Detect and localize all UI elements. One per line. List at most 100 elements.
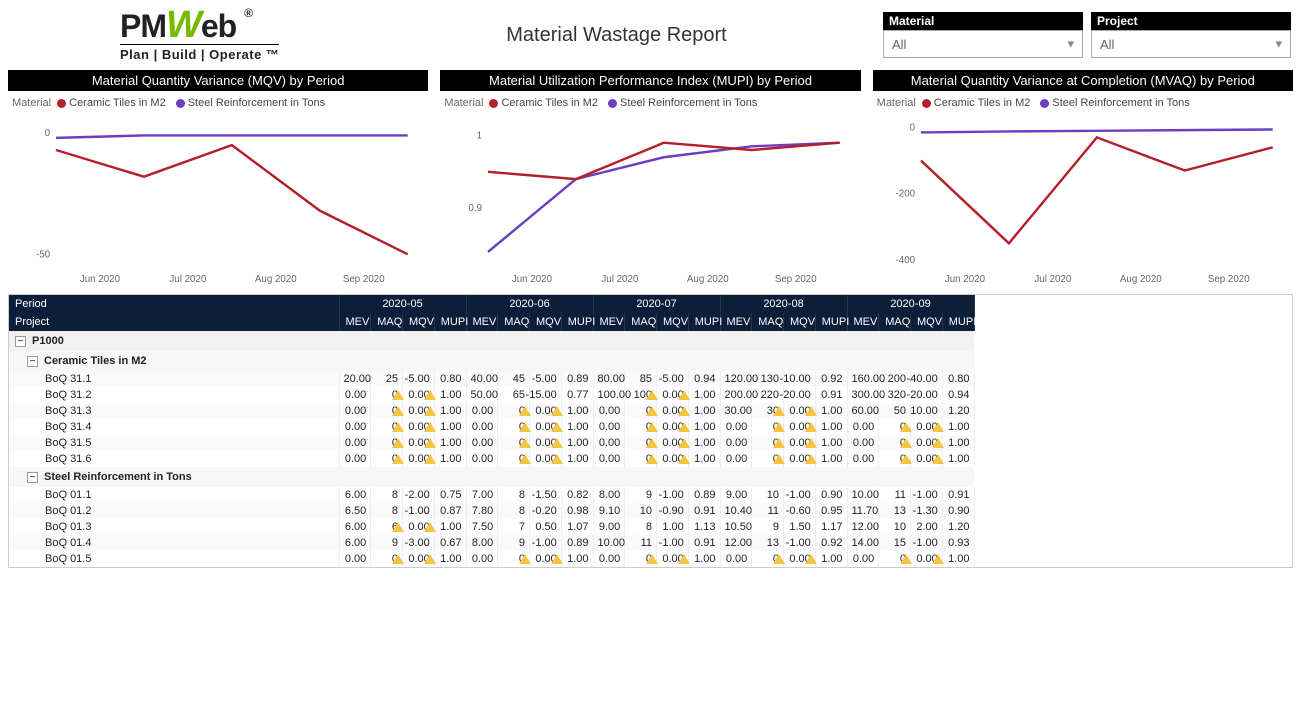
- metric-header: MAQ: [371, 313, 403, 331]
- triangle-icon: [678, 390, 690, 400]
- cell-mqv: -5.00: [530, 371, 562, 387]
- svg-text:-400: -400: [895, 255, 915, 266]
- cell-mupi: 1.00: [434, 387, 466, 403]
- triangle-icon: [773, 438, 785, 448]
- triangle-icon: [551, 454, 563, 464]
- group-row[interactable]: −P1000: [9, 331, 974, 351]
- filter-material-value: All: [892, 37, 906, 52]
- cell-mqv: 0.50: [530, 519, 562, 535]
- metric-header: MAQ: [625, 313, 657, 331]
- metric-header: MUPI: [434, 313, 466, 331]
- cell-mev: 160.00: [847, 371, 879, 387]
- legend-title: Material: [877, 97, 916, 109]
- subgroup-row[interactable]: −Ceramic Tiles in M2: [9, 351, 974, 371]
- cell-mqv: -1.00: [784, 487, 816, 503]
- cell-maq: 11: [879, 487, 911, 503]
- row-label: BoQ 01.2: [9, 503, 339, 519]
- triangle-icon: [519, 422, 531, 432]
- cell-mupi: 1.00: [561, 551, 593, 567]
- triangle-icon: [424, 522, 436, 532]
- cell-mev: 50.00: [466, 387, 498, 403]
- collapse-icon[interactable]: −: [27, 356, 38, 367]
- project-header: Project: [9, 313, 339, 331]
- charts-row: Material Quantity Variance (MQV) by Peri…: [0, 66, 1301, 294]
- triangle-icon: [392, 554, 404, 564]
- metric-header: MUPI: [942, 313, 974, 331]
- cell-mupi: 1.00: [688, 419, 720, 435]
- triangle-icon: [646, 454, 658, 464]
- period-col-header: 2020-05: [339, 295, 466, 313]
- triangle-icon: [424, 422, 436, 432]
- cell-mupi: 1.00: [942, 451, 974, 467]
- cell-mupi: 1.00: [434, 435, 466, 451]
- subgroup-row[interactable]: −Steel Reinforcement in Tons: [9, 467, 974, 487]
- cell-mev: 0.00: [720, 419, 752, 435]
- triangle-icon: [519, 554, 531, 564]
- cell-mev: 0.00: [339, 451, 371, 467]
- collapse-icon[interactable]: −: [27, 472, 38, 483]
- cell-mupi: 1.00: [815, 451, 847, 467]
- cell-mqv: -15.00: [530, 387, 562, 403]
- cell-mupi: 0.90: [815, 487, 847, 503]
- svg-text:Sep 2020: Sep 2020: [1208, 274, 1250, 285]
- cell-mqv: -10.00: [784, 371, 816, 387]
- cell-mev: 100.00: [593, 387, 625, 403]
- triangle-icon: [805, 422, 817, 432]
- row-label: BoQ 31.5: [9, 435, 339, 451]
- legend-title: Material: [444, 97, 483, 109]
- triangle-icon: [392, 406, 404, 416]
- cell-mqv: 1.50: [784, 519, 816, 535]
- triangle-icon: [519, 438, 531, 448]
- chart-body: 0-200-400Jun 2020Jul 2020Aug 2020Sep 202…: [873, 111, 1293, 286]
- logo-text-w: W: [166, 4, 201, 46]
- triangle-icon: [932, 438, 944, 448]
- cell-mqv: -40.00: [911, 371, 943, 387]
- cell-mev: 0.00: [339, 419, 371, 435]
- cell-mupi: 1.00: [434, 419, 466, 435]
- filter-project-select[interactable]: All ▾: [1091, 30, 1291, 58]
- cell-mupi: 0.91: [688, 503, 720, 519]
- metric-header: MEV: [847, 313, 879, 331]
- cell-mqv: -0.60: [784, 503, 816, 519]
- legend-title: Material: [12, 97, 51, 109]
- chart-legend: Material Ceramic Tiles in M2Steel Reinfo…: [8, 91, 428, 111]
- cell-mev: 11.70: [847, 503, 879, 519]
- row-label: BoQ 31.3: [9, 403, 339, 419]
- metric-header: MQV: [657, 313, 689, 331]
- triangle-icon: [392, 390, 404, 400]
- cell-mev: 60.00: [847, 403, 879, 419]
- filter-project-label: Project: [1091, 12, 1291, 30]
- cell-mupi: 1.00: [434, 403, 466, 419]
- cell-mupi: 1.00: [561, 419, 593, 435]
- cell-mev: 7.00: [466, 487, 498, 503]
- cell-mev: 0.00: [339, 435, 371, 451]
- cell-maq: 50: [879, 403, 911, 419]
- cell-mev: 200.00: [720, 387, 752, 403]
- cell-mupi: 0.77: [561, 387, 593, 403]
- cell-mupi: 0.87: [434, 503, 466, 519]
- svg-text:-200: -200: [895, 189, 915, 200]
- cell-mev: 14.00: [847, 535, 879, 551]
- filter-material-select[interactable]: All ▾: [883, 30, 1083, 58]
- filter-project-value: All: [1100, 37, 1114, 52]
- row-label: BoQ 31.6: [9, 451, 339, 467]
- svg-text:Jul 2020: Jul 2020: [602, 274, 639, 285]
- triangle-icon: [646, 554, 658, 564]
- cell-mupi: 0.94: [942, 387, 974, 403]
- filter-material: Material All ▾: [883, 12, 1083, 58]
- cell-mupi: 1.00: [688, 387, 720, 403]
- cell-mqv: -1.50: [530, 487, 562, 503]
- cell-maq: 11: [752, 503, 784, 519]
- chart-body: 10.9Jun 2020Jul 2020Aug 2020Sep 2020: [440, 111, 860, 286]
- triangle-icon: [805, 554, 817, 564]
- cell-maq: 10: [752, 487, 784, 503]
- cell-mupi: 1.00: [688, 435, 720, 451]
- svg-text:Jul 2020: Jul 2020: [169, 274, 206, 285]
- collapse-icon[interactable]: −: [15, 336, 26, 347]
- cell-mupi: 1.00: [561, 403, 593, 419]
- metric-header: MQV: [403, 313, 435, 331]
- metric-header: MUPI: [688, 313, 720, 331]
- svg-text:Aug 2020: Aug 2020: [255, 274, 297, 285]
- metric-header: MEV: [720, 313, 752, 331]
- metric-header: MAQ: [498, 313, 530, 331]
